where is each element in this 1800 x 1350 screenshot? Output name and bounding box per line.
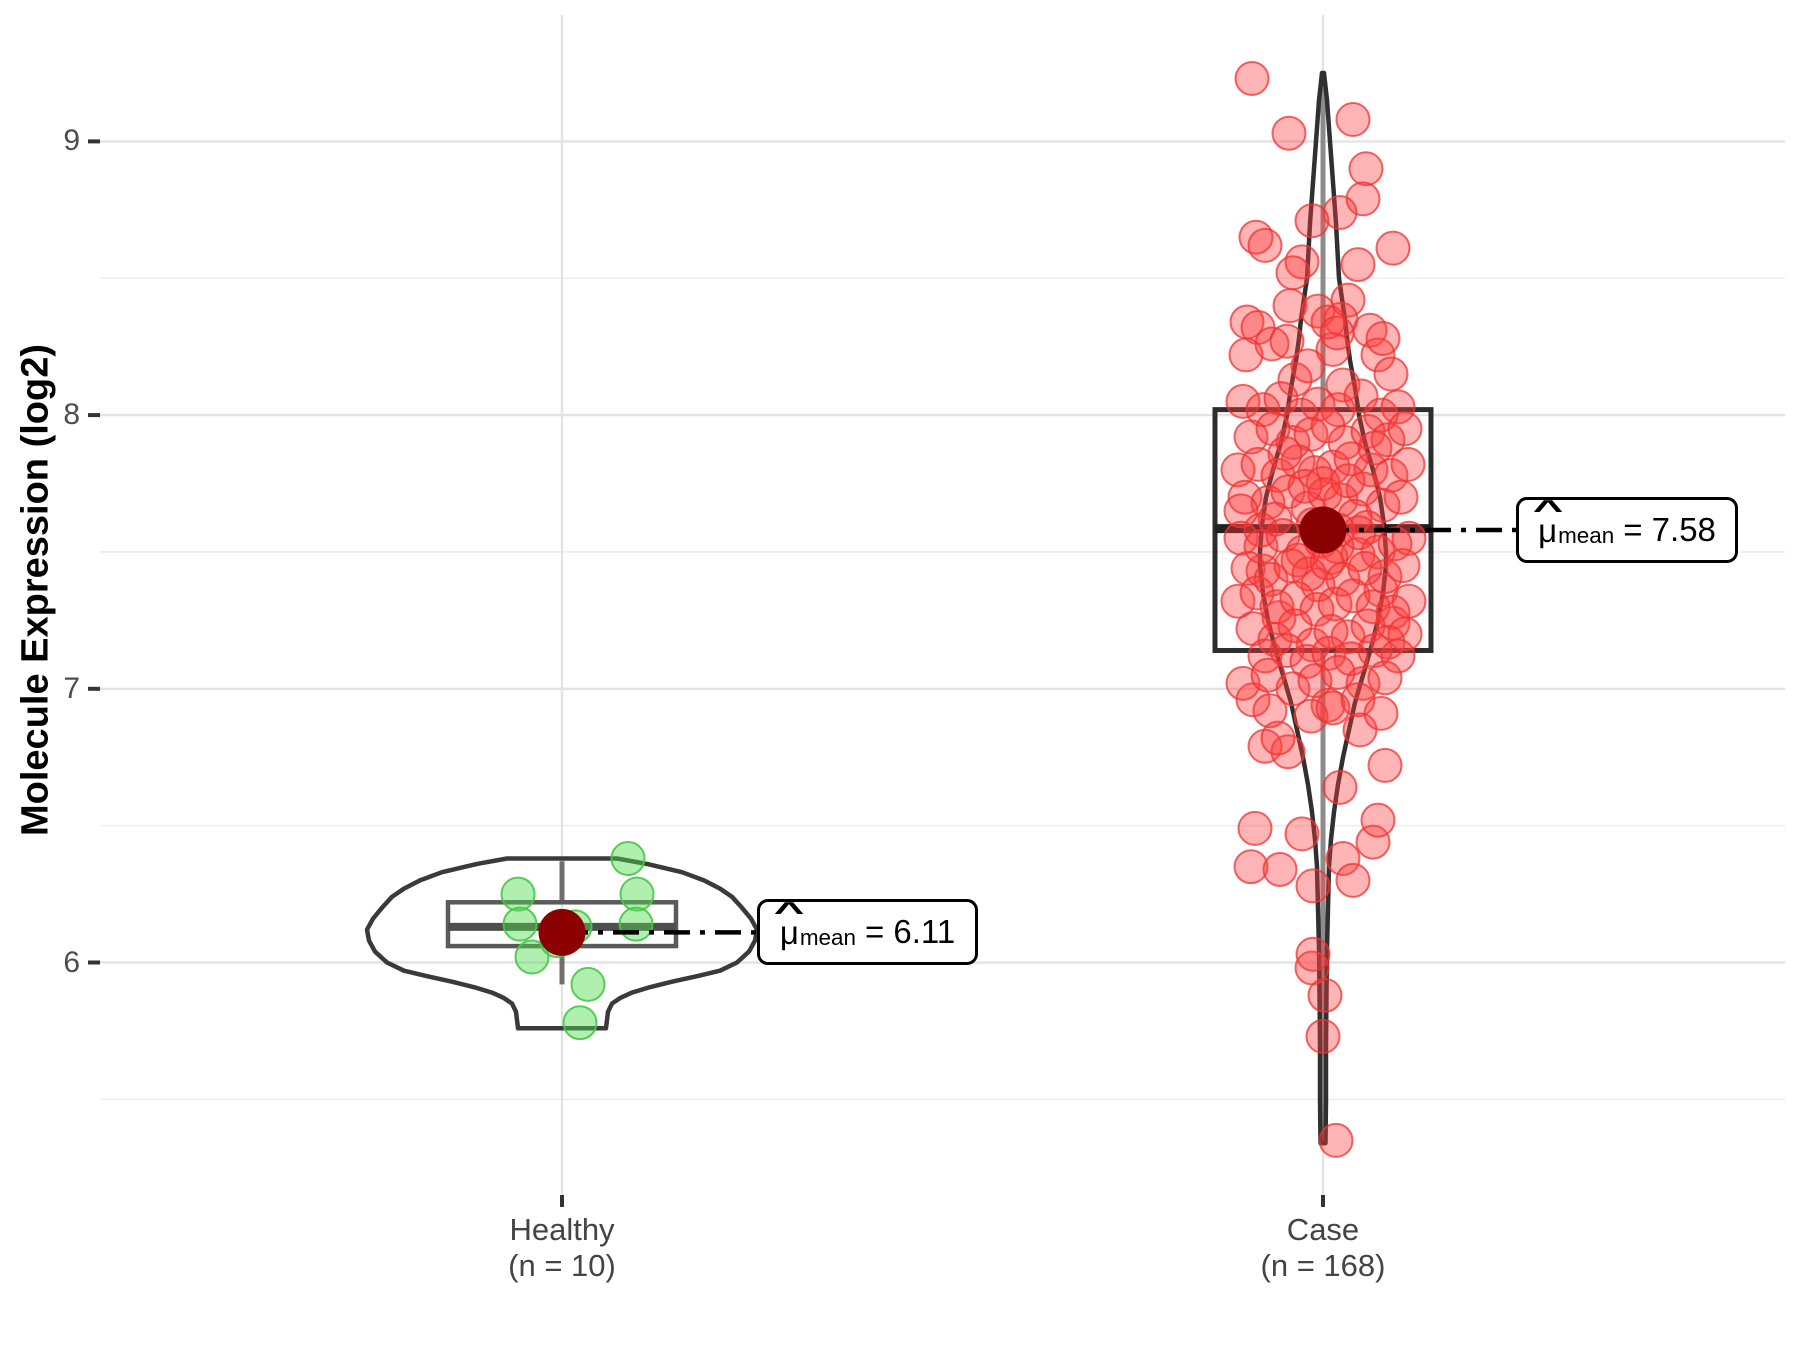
mean-dot-healthy bbox=[538, 908, 586, 956]
jitter-point-case bbox=[1315, 449, 1351, 485]
jitter-point-case bbox=[1257, 501, 1293, 537]
jitter-point-case bbox=[1275, 255, 1311, 291]
jitter-point-case bbox=[1283, 397, 1319, 433]
jitter-point-case bbox=[1290, 348, 1326, 384]
jitter-point-case bbox=[1335, 862, 1371, 898]
jitter-point-case bbox=[1377, 526, 1413, 562]
jitter-point-case bbox=[1297, 663, 1333, 699]
jitter-point-case bbox=[1233, 419, 1269, 455]
jitter-point-case bbox=[1322, 769, 1358, 805]
jitter-point-healthy bbox=[610, 840, 646, 876]
jitter-point-case bbox=[1322, 195, 1358, 231]
jitter-point-case bbox=[1390, 446, 1426, 482]
jitter-point-case bbox=[1355, 824, 1391, 860]
jitter-point-case bbox=[1330, 463, 1366, 499]
jitter-point-healthy bbox=[514, 939, 550, 975]
jitter-point-case bbox=[1223, 520, 1259, 556]
jitter-point-case bbox=[1305, 466, 1341, 502]
jitter-point-case bbox=[1233, 849, 1269, 885]
jitter-point-case bbox=[1294, 203, 1330, 239]
jitter-point-case bbox=[1295, 868, 1331, 904]
jitter-point-case bbox=[1252, 693, 1288, 729]
jitter-point-case bbox=[1380, 638, 1416, 674]
jitter-point-case bbox=[1269, 323, 1305, 359]
jitter-point-case bbox=[1260, 457, 1296, 493]
jitter-point-case bbox=[1277, 362, 1313, 398]
jitter-point-case bbox=[1300, 386, 1336, 422]
jitter-point-case bbox=[1367, 559, 1403, 595]
jitter-point-case bbox=[1360, 802, 1396, 838]
jitter-point-case bbox=[1363, 695, 1399, 731]
jitter-point-case bbox=[1387, 616, 1423, 652]
jitter-point-case bbox=[1391, 583, 1427, 619]
jitter-point-case bbox=[1317, 586, 1353, 622]
jitter-point-case bbox=[1239, 575, 1275, 611]
jitter-point-case bbox=[1305, 1018, 1341, 1054]
jitter-point-case bbox=[1289, 643, 1325, 679]
jitter-point-case bbox=[1383, 479, 1419, 515]
jitter-point-case bbox=[1293, 698, 1329, 734]
jitter-point-case bbox=[1269, 632, 1305, 668]
jitter-point-healthy bbox=[618, 906, 654, 942]
jitter-point-case bbox=[1319, 315, 1355, 351]
jitter-point-case bbox=[1254, 326, 1290, 362]
jitter-point-case bbox=[1260, 720, 1296, 756]
jitter-point-case bbox=[1271, 115, 1307, 151]
jitter-point-case bbox=[1335, 102, 1371, 138]
jitter-point-case bbox=[1237, 810, 1273, 846]
jitter-point-case bbox=[1253, 561, 1289, 597]
jitter-point-case bbox=[1335, 578, 1371, 614]
jitter-point-healthy bbox=[562, 1005, 598, 1041]
jitter-point-case bbox=[1375, 230, 1411, 266]
mean-dot-case bbox=[1299, 506, 1347, 554]
jitter-point-case bbox=[1367, 747, 1403, 783]
jitter-point-case bbox=[1220, 452, 1256, 488]
jitter-point-case bbox=[1279, 580, 1315, 616]
jitter-point-case bbox=[1272, 288, 1308, 324]
jitter-point-case bbox=[1234, 60, 1270, 96]
jitter-point-healthy bbox=[619, 876, 655, 912]
jitter-point-case bbox=[1325, 840, 1361, 876]
jitter-point-case bbox=[1353, 452, 1389, 488]
jitter-point-case bbox=[1275, 671, 1311, 707]
jitter-point-case bbox=[1284, 816, 1320, 852]
violin-outline-healthy bbox=[364, 856, 760, 1031]
jitter-point-case bbox=[1373, 356, 1409, 392]
jitter-point-case bbox=[1247, 227, 1283, 263]
jitter-point-case bbox=[1357, 632, 1393, 668]
jitter-point-case bbox=[1330, 282, 1366, 318]
jitter-point-case bbox=[1228, 337, 1264, 373]
jitter-point-case bbox=[1267, 435, 1303, 471]
jitter-point-case bbox=[1318, 1122, 1354, 1158]
jitter-point-case bbox=[1311, 635, 1347, 671]
jitter-point-case bbox=[1261, 600, 1297, 636]
jitter-point-case bbox=[1262, 851, 1298, 887]
jitter-point-case bbox=[1225, 383, 1261, 419]
jitter-point-healthy bbox=[570, 966, 606, 1002]
jitter-point-case bbox=[1387, 411, 1423, 447]
jitter-point-case bbox=[1295, 936, 1331, 972]
jitter-point-case bbox=[1385, 548, 1421, 584]
jitter-point-case bbox=[1348, 151, 1384, 187]
jitter-point-case bbox=[1367, 660, 1403, 696]
jitter-point-case bbox=[1220, 583, 1256, 619]
jitter-point-case bbox=[1223, 493, 1259, 529]
jitter-point-case bbox=[1365, 320, 1401, 356]
jitter-point-case bbox=[1240, 446, 1276, 482]
jitter-point-healthy bbox=[500, 876, 536, 912]
jitter-point-case bbox=[1243, 528, 1279, 564]
jitter-point-case bbox=[1307, 977, 1343, 1013]
jitter-point-case bbox=[1357, 430, 1393, 466]
jitter-point-case bbox=[1380, 389, 1416, 425]
jitter-point-healthy bbox=[502, 906, 538, 942]
jitter-point-case bbox=[1340, 247, 1376, 283]
jitter-point-case bbox=[1287, 468, 1323, 504]
jitter-point-case bbox=[1391, 520, 1427, 556]
jitter-point-case bbox=[1227, 479, 1263, 515]
